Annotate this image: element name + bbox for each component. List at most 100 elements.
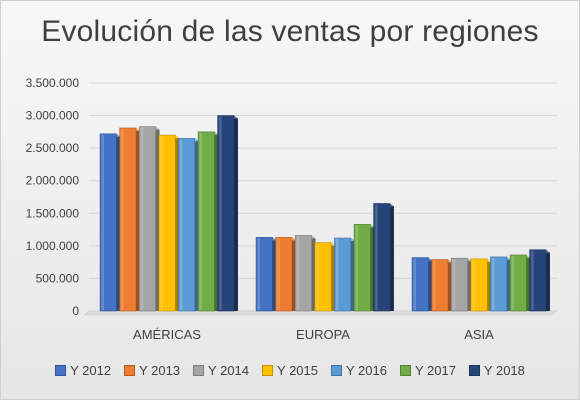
bar xyxy=(255,237,277,312)
bar xyxy=(450,257,472,312)
bar xyxy=(490,256,511,312)
bar-highlight xyxy=(511,255,515,310)
bar-front xyxy=(138,126,156,312)
bar-highlight xyxy=(355,225,359,310)
legend-swatch xyxy=(262,365,274,376)
bar-front xyxy=(411,257,429,312)
bar-front xyxy=(255,237,273,312)
bar xyxy=(334,237,355,312)
chart-title: Evolución de las ventas por regiones xyxy=(41,15,539,48)
bar-side xyxy=(487,258,492,311)
bar-highlight xyxy=(121,128,124,310)
bar-front xyxy=(294,235,312,312)
bar-highlight xyxy=(413,258,417,310)
bar-front xyxy=(119,127,137,312)
bar-side xyxy=(526,254,531,311)
bar-side xyxy=(389,203,394,311)
bar-side xyxy=(233,115,238,311)
y-tick-label: 3.000.000 xyxy=(26,109,80,123)
legend-swatch xyxy=(468,365,480,376)
bar-highlight xyxy=(257,238,261,310)
bar-side xyxy=(545,249,550,311)
bar-highlight xyxy=(375,204,378,310)
bar-front xyxy=(509,254,527,312)
bar-side xyxy=(311,235,316,311)
y-tick-label: 1.000.000 xyxy=(26,239,80,253)
x-tick-label: ASIA xyxy=(464,327,494,342)
legend-swatch xyxy=(330,365,342,376)
legend-label: Y 2013 xyxy=(139,363,181,378)
bar-highlight xyxy=(296,236,300,310)
bar-highlight xyxy=(335,239,339,310)
y-tick-label: 500.000 xyxy=(36,271,80,285)
bar xyxy=(509,254,531,312)
bar-front xyxy=(373,203,391,312)
bar-front xyxy=(314,242,332,312)
bar-front xyxy=(197,131,215,312)
bar xyxy=(217,115,238,312)
bar xyxy=(197,131,219,312)
bar xyxy=(470,258,492,312)
legend-label: Y 2015 xyxy=(277,363,318,378)
legend-item: Y 2012 xyxy=(55,363,111,378)
legend-item: Y 2014 xyxy=(193,363,249,378)
bar xyxy=(314,242,336,312)
legend-label: Y 2016 xyxy=(345,363,387,378)
bar xyxy=(119,127,140,312)
legend-label: Y 2018 xyxy=(483,363,525,378)
bar-front xyxy=(217,115,235,312)
bar-front xyxy=(529,249,547,312)
y-tick-label: 0 xyxy=(72,304,79,318)
bar-highlight xyxy=(160,136,163,310)
legend-item: Y 2013 xyxy=(124,363,180,378)
legend: Y 2012 Y 2013 Y 2014 Y 2015 Y 2016 Y 2017 Y 20… xyxy=(1,363,579,378)
bar-front xyxy=(470,258,488,312)
legend-item: Y 2017 xyxy=(399,363,456,378)
bar xyxy=(138,126,160,312)
bar xyxy=(353,224,375,312)
legend-label: Y 2012 xyxy=(70,363,112,378)
bar xyxy=(178,138,199,312)
x-tick-label: AMÉRICAS xyxy=(133,327,201,342)
legend-item: Y 2018 xyxy=(468,363,525,378)
bar-highlight xyxy=(472,259,475,310)
bar xyxy=(294,235,316,312)
bar-highlight xyxy=(277,238,280,310)
legend-swatch xyxy=(399,365,411,376)
legend-swatch xyxy=(193,365,205,376)
bar xyxy=(431,259,452,312)
bar-front xyxy=(275,237,293,312)
bar xyxy=(411,257,433,312)
bar-highlight xyxy=(101,134,105,310)
bar-front xyxy=(450,257,468,312)
x-tick-label: EUROPA xyxy=(296,327,350,342)
y-tick-label: 3.500.000 xyxy=(26,76,80,90)
legend-label: Y 2017 xyxy=(414,363,456,378)
bar-highlight xyxy=(433,260,436,310)
bar xyxy=(529,249,550,312)
bar-front xyxy=(99,133,117,312)
bar-highlight xyxy=(140,127,144,310)
bar-front xyxy=(178,138,196,312)
bar-side xyxy=(116,133,121,311)
legend-label: Y 2014 xyxy=(208,363,250,378)
x-axis-floor xyxy=(83,310,558,316)
bar-side xyxy=(331,242,336,311)
bar-side xyxy=(506,256,511,311)
y-tick-label: 2.500.000 xyxy=(26,141,80,155)
legend-swatch xyxy=(55,365,67,376)
bar xyxy=(275,237,296,312)
bar-highlight xyxy=(199,132,203,310)
bar-highlight xyxy=(531,250,534,310)
legend-item: Y 2016 xyxy=(330,363,387,378)
y-tick-label: 2.000.000 xyxy=(26,174,80,188)
bar-highlight xyxy=(179,139,183,310)
legend-swatch xyxy=(124,365,136,376)
bar-front xyxy=(490,256,508,312)
bar-front xyxy=(158,134,176,312)
bar-side xyxy=(467,258,472,311)
legend-item: Y 2015 xyxy=(262,363,318,378)
bar-front xyxy=(353,224,371,312)
